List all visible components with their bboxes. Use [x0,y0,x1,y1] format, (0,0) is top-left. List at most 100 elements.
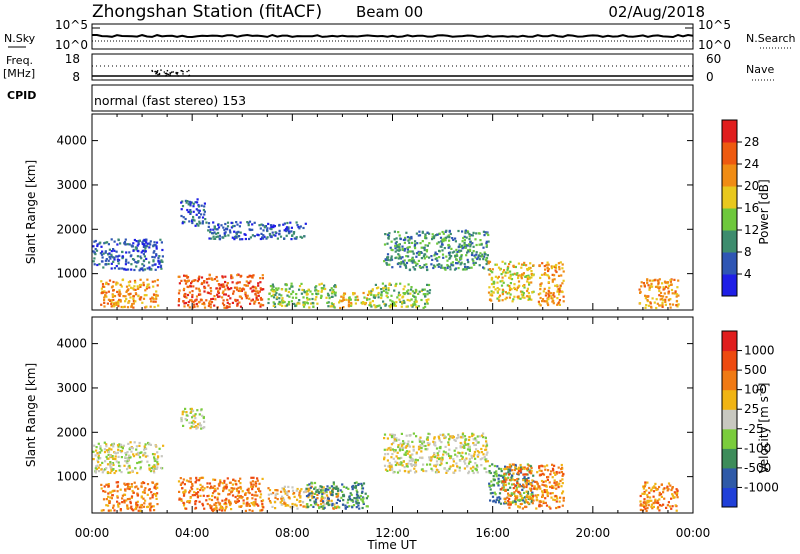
echo-cell [191,300,194,303]
echo-cell [403,285,406,288]
echo-cell [155,245,158,248]
echo-cell [187,480,190,483]
echo-cell [188,491,191,494]
echo-cell [509,270,512,273]
echo-cell [183,221,186,224]
echo-cell [548,291,551,294]
nave-point [165,74,168,77]
echo-cell [386,258,390,261]
echo-cell [411,440,414,443]
echo-cell [192,218,195,221]
echo-cell [529,482,532,485]
echo-cell [495,263,498,266]
echo-cell [517,505,520,508]
echo-cell [518,506,521,509]
echo-cell [463,446,466,449]
echo-cell [221,507,224,510]
echo-cell [398,469,401,472]
echo-cell [239,495,242,498]
echo-cell [138,506,141,509]
echo-cell [113,509,116,512]
echo-cell [235,501,238,504]
echo-cell [237,494,240,497]
echo-cell [318,283,321,286]
echo-cell [132,249,135,252]
echo-cell [300,488,303,491]
echo-cell [195,479,198,482]
echo-cell [490,278,493,281]
echo-cell [183,274,186,277]
echo-cell [127,471,130,474]
echo-cell [227,234,230,237]
echo-cell [496,287,499,290]
echo-cell [192,414,195,417]
echo-cell [217,223,220,227]
echo-cell [506,265,510,268]
echo-cell [92,458,95,461]
echo-cell [295,293,298,296]
echo-cell [555,472,558,475]
echo-cell [546,261,549,264]
echo-cell [642,282,645,285]
echo-cell [646,279,649,282]
echo-cell [199,488,202,492]
echo-cell [108,279,112,282]
echo-cell [499,474,502,477]
echo-cell [556,284,559,287]
echo-cell [349,492,352,495]
echo-cell [127,288,130,291]
echo-cell [259,277,262,280]
echo-cell [120,471,123,474]
echo-cell [209,292,212,295]
nave-point [151,70,154,73]
echo-cell [526,469,529,472]
echo-cell [304,489,307,492]
echo-cell [501,299,504,302]
echo-cell [447,244,450,247]
echo-cell [286,229,289,232]
echo-cell [399,300,402,303]
echo-cell [509,469,512,472]
echo-cell [412,448,415,451]
echo-cell [467,462,471,465]
echo-cell [188,220,191,223]
echo-cell [522,483,525,486]
echo-cell [133,238,136,242]
echo-cell [398,249,401,252]
echo-cell [132,297,135,301]
echo-cell [203,285,206,288]
echo-cell [541,298,545,301]
echo-cell [139,255,142,258]
echo-cell [112,443,115,446]
echo-cell [189,204,192,207]
echo-cell [198,222,202,225]
echo-cell [140,485,143,488]
echo-cell [232,478,235,481]
echo-cell [408,236,411,239]
echo-cell [192,422,195,425]
echo-cell [181,222,184,225]
echo-cell [111,455,114,458]
echo-cell [273,302,276,305]
echo-cell [399,282,402,285]
echo-cell [278,233,281,236]
echo-cell [208,277,211,280]
echo-cell [246,294,249,297]
echo-cell [499,497,502,500]
echo-cell [342,296,345,299]
echo-cell [144,455,147,458]
echo-cell [425,250,428,253]
echo-cell [419,266,422,269]
echo-cell [281,297,284,300]
echo-cell [449,256,452,259]
echo-cell [157,256,160,260]
echo-cell [647,284,650,287]
echo-cell [526,494,529,497]
echo-cell [112,457,115,460]
echo-cell [221,482,224,485]
echo-cell [151,453,155,456]
echo-cell [224,293,227,296]
echo-cell [270,225,273,228]
echo-cell [512,463,515,466]
